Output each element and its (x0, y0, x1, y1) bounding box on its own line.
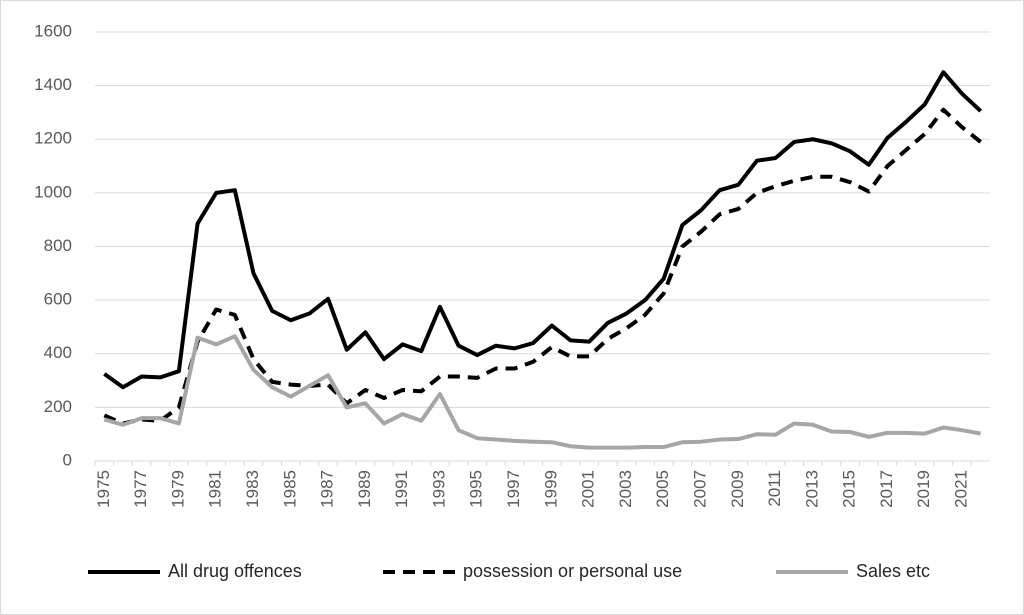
x-tick-label: 1993 (429, 470, 448, 508)
series-line (103, 70, 983, 390)
x-tick-label: 2009 (728, 470, 747, 508)
x-tick-label: 1995 (467, 470, 486, 508)
x-tick-label: 2003 (616, 470, 635, 508)
x-tick-label: 1987 (318, 470, 337, 508)
x-tick-label: 2015 (840, 470, 859, 508)
legend-label: possession or personal use (463, 561, 682, 581)
y-tick-label: 1000 (34, 182, 72, 201)
x-tick-label: 1975 (94, 470, 113, 508)
legend-label: All drug offences (168, 561, 302, 581)
y-tick-label: 800 (44, 236, 72, 255)
x-tick-label: 1981 (206, 470, 225, 508)
x-tick-label: 2021 (952, 470, 971, 508)
x-tick-label: 2011 (765, 470, 784, 507)
x-tick-label: 1985 (280, 470, 299, 508)
y-tick-label: 400 (44, 343, 72, 362)
x-tick-label: 2013 (802, 470, 821, 508)
series-line (103, 334, 982, 450)
y-tick-label: 1200 (34, 129, 72, 148)
y-tick-label: 200 (44, 397, 72, 416)
x-tick-label: 2005 (653, 470, 672, 508)
x-tick-label: 1997 (504, 470, 523, 508)
x-tick-label: 1991 (392, 470, 411, 508)
x-tick-label: 1989 (355, 470, 374, 508)
x-tick-label: 2001 (579, 470, 598, 508)
y-tick-label: 600 (44, 290, 72, 309)
x-tick-label: 1977 (131, 470, 150, 508)
x-tick-label: 2017 (877, 470, 896, 508)
series-line (103, 107, 982, 426)
x-tick-label: 1999 (541, 470, 560, 508)
legend-label: Sales etc (856, 561, 930, 581)
x-tick-label: 1979 (168, 470, 187, 508)
y-tick-label: 1400 (34, 75, 72, 94)
y-tick-label: 1600 (34, 21, 72, 40)
x-tick-label: 2007 (690, 470, 709, 508)
x-tick-label: 2019 (914, 470, 933, 508)
x-tick-label: 1983 (243, 470, 262, 508)
y-tick-label: 0 (63, 450, 72, 469)
